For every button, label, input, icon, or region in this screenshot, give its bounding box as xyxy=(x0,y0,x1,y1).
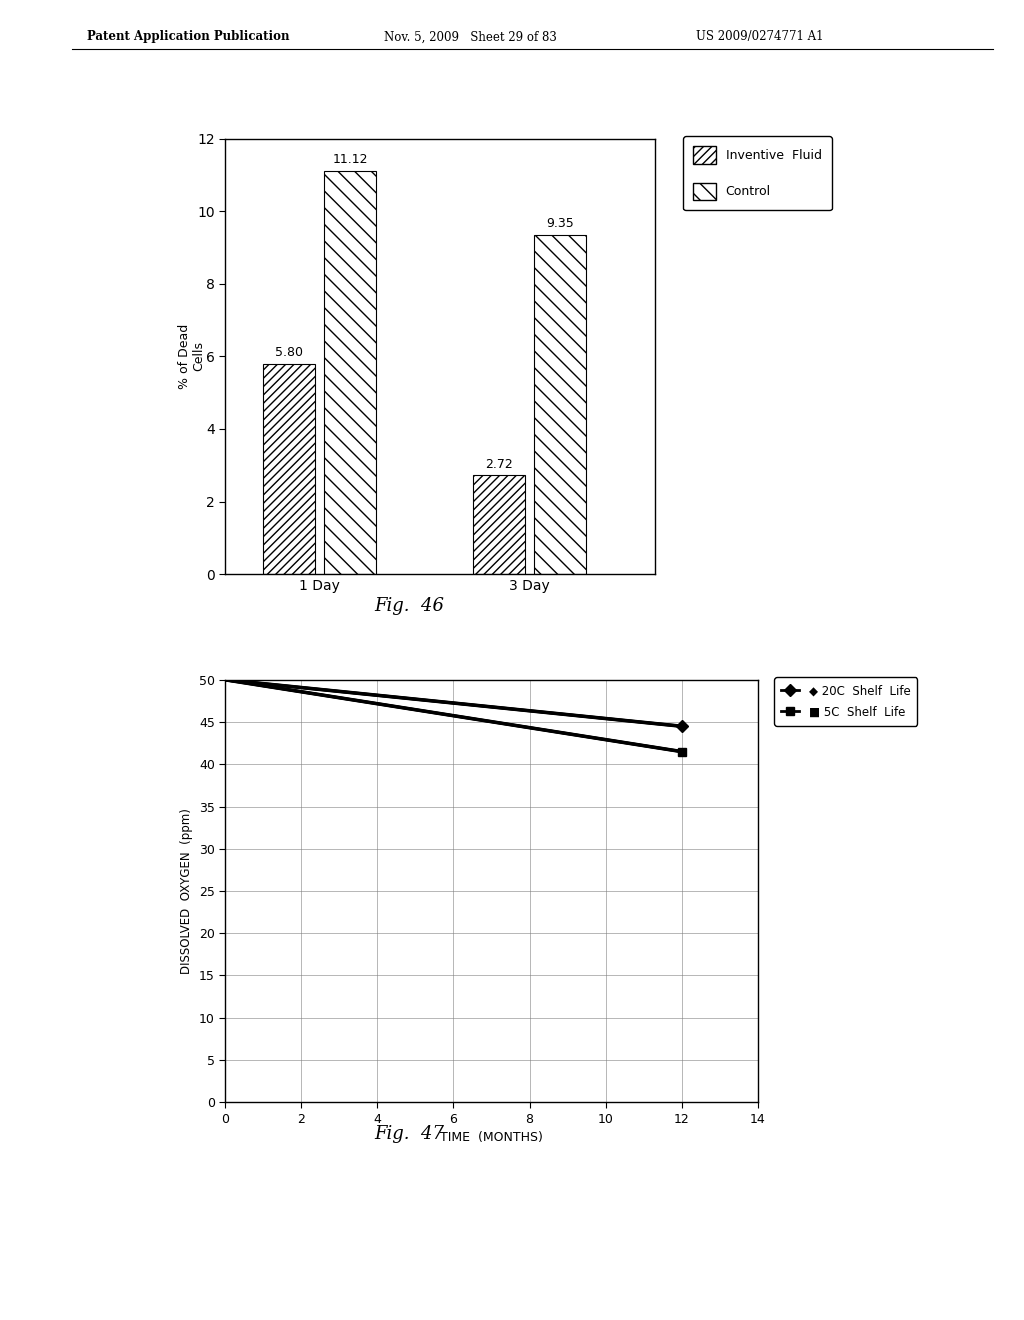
Legend: ◆ 20C  Shelf  Life, ■ 5C  Shelf  Life: ◆ 20C Shelf Life, ■ 5C Shelf Life xyxy=(774,677,918,726)
Bar xyxy=(324,170,377,574)
Text: Fig.  46: Fig. 46 xyxy=(375,597,444,615)
Text: 2.72: 2.72 xyxy=(485,458,513,471)
Text: 5.80: 5.80 xyxy=(275,346,303,359)
Bar xyxy=(263,363,315,574)
Text: Fig.  47: Fig. 47 xyxy=(375,1125,444,1143)
Legend: Inventive  Fluid, Control: Inventive Fluid, Control xyxy=(683,136,831,210)
Text: Nov. 5, 2009   Sheet 29 of 83: Nov. 5, 2009 Sheet 29 of 83 xyxy=(384,30,557,44)
X-axis label: TIME  (MONTHS): TIME (MONTHS) xyxy=(440,1131,543,1144)
Text: Patent Application Publication: Patent Application Publication xyxy=(87,30,290,44)
Y-axis label: % of Dead
Cells: % of Dead Cells xyxy=(178,323,206,389)
Bar xyxy=(473,475,525,574)
Text: 11.12: 11.12 xyxy=(333,153,368,166)
Text: US 2009/0274771 A1: US 2009/0274771 A1 xyxy=(696,30,824,44)
Y-axis label: DISSOLVED  OXYGEN  (ppm): DISSOLVED OXYGEN (ppm) xyxy=(180,808,194,974)
Bar xyxy=(534,235,586,574)
Text: 9.35: 9.35 xyxy=(546,218,573,231)
